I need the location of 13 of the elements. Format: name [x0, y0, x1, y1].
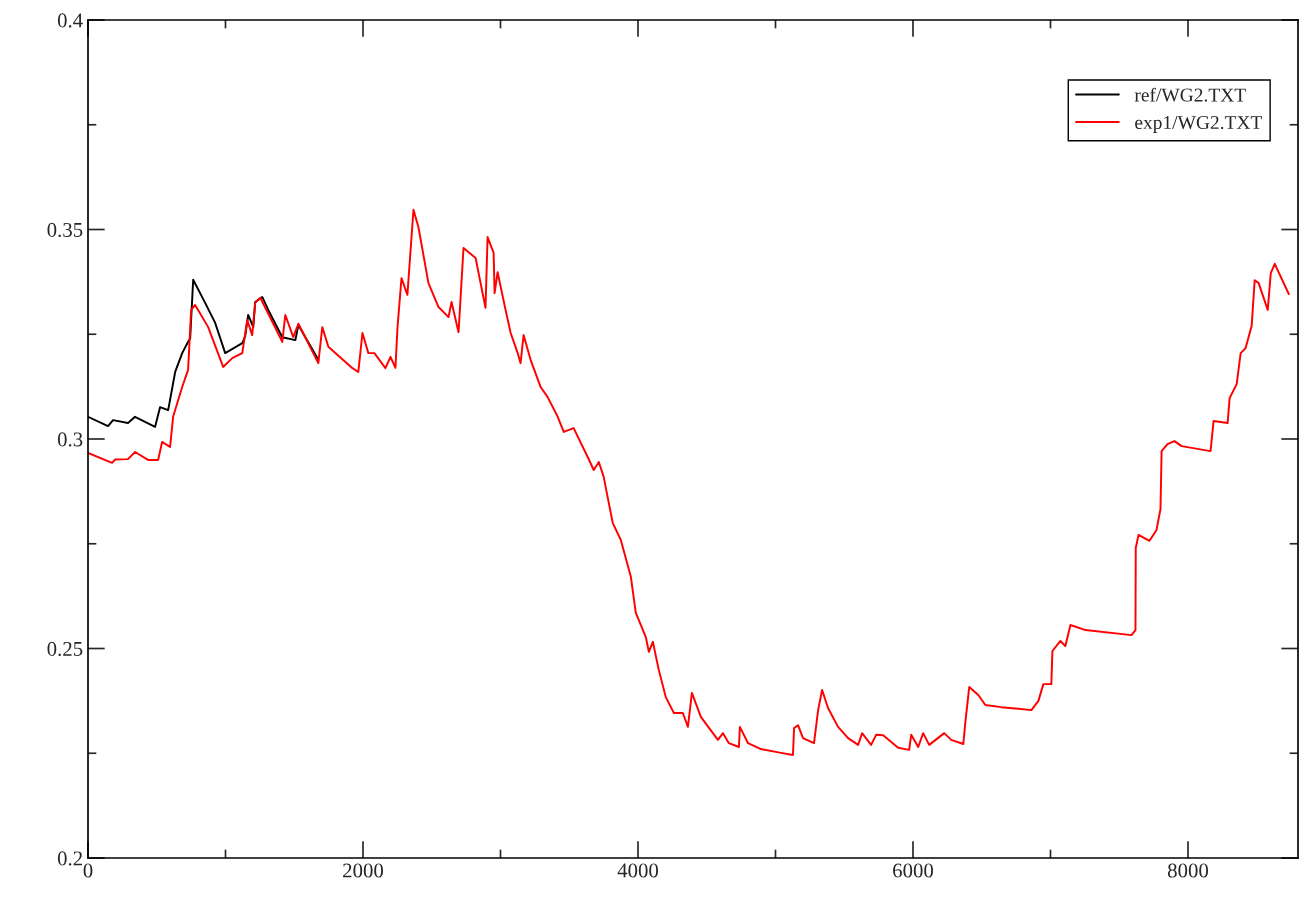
y-tick-label: 0.35: [47, 222, 83, 238]
y-tick-label: 0.25: [47, 641, 83, 657]
line-series: [88, 208, 1290, 756]
x-tick-label: 2000: [343, 863, 384, 878]
x-tick-label: 6000: [893, 863, 934, 878]
x-tick-label: 0: [83, 863, 93, 878]
legend-label: exp1/WG2.TXT: [1135, 115, 1263, 134]
y-tick-label: 0.2: [57, 851, 82, 866]
x-tick-label: 4000: [617, 863, 659, 878]
y-tick-label: 0.4: [57, 13, 83, 28]
x-tick-label: 8000: [1167, 863, 1209, 878]
y-tick-label: 0.3: [57, 432, 83, 447]
legend-label: ref/WG2.TXT: [1134, 87, 1246, 102]
